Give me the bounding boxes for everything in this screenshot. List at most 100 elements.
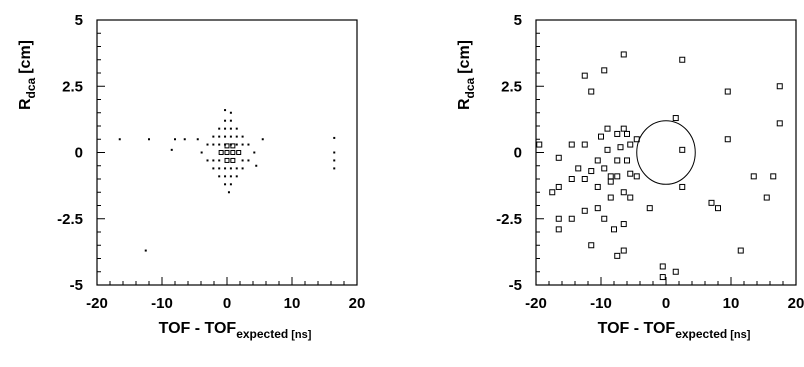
data-box [601,165,608,172]
data-point [218,127,221,130]
data-point [247,143,250,146]
data-point [212,143,215,146]
y-tick-label: -5 [509,277,522,294]
y-tick-label: 5 [75,12,83,29]
data-box [624,130,630,137]
data-box [581,207,588,214]
data-box [588,242,595,249]
data-point [229,183,232,186]
data-box [218,150,224,155]
data-box [659,263,666,270]
data-box [633,173,640,180]
data-point [224,175,227,178]
data-point [224,127,227,130]
y-tick-label: 0 [75,145,83,162]
data-point [174,138,176,141]
x-tick-label: 20 [788,295,804,312]
x-tick-label: 10 [723,295,740,312]
data-point [218,167,221,170]
data-point [224,167,227,170]
data-point [229,167,232,170]
data-point [224,183,227,186]
data-box [776,83,783,90]
data-point [206,143,209,146]
data-box [627,194,634,201]
data-box [611,226,617,233]
y-tick-label: 2.5 [62,78,83,95]
data-box [555,154,562,161]
data-point [235,143,238,146]
data-box [715,205,721,212]
data-point [212,167,215,170]
data-box [588,88,595,95]
data-box [604,125,611,132]
x-axis-label: TOF - TOFexpected [ns] [159,320,312,341]
x-tick-label: -20 [86,295,108,312]
data-box [750,173,757,180]
data-box [763,194,770,201]
data-point [196,138,199,141]
data-box [594,183,601,190]
data-point [218,143,221,146]
data-point [170,148,173,151]
x-tick-label: -10 [151,295,173,312]
data-box [646,205,653,212]
y-tick-label: 5 [514,12,522,29]
data-box [627,141,634,148]
plot-frame [96,19,358,286]
data-box [724,136,731,143]
data-point [218,135,221,138]
data-box [555,226,562,233]
x-tick-label: -20 [525,295,547,312]
data-point [144,249,147,252]
data-box [614,252,621,259]
data-box [679,56,686,63]
data-box [627,170,634,177]
y-tick-label: -2.5 [57,211,83,228]
data-box [230,150,236,155]
x-tick-label: 10 [284,295,301,312]
data-box [568,176,575,182]
data-point [224,135,227,138]
data-box [604,146,611,153]
data-point [148,138,150,141]
data-box [672,268,679,275]
data-point [224,109,227,112]
data-point [241,135,244,138]
data-box [633,136,640,143]
data-box [776,120,783,127]
data-box [617,144,624,151]
data-box [672,115,679,122]
x-tick-label: 0 [662,295,670,312]
data-box [236,150,242,155]
data-box [568,215,575,222]
left-scatter-panel: -20 -10 0 10 20 -5 -2.5 0 2.5 5 TOF - TOFexpected[… [17,12,365,341]
data-box [770,173,777,180]
x-axis-label: TOF - TOFexpected [ns] [598,320,751,341]
data-box [581,141,588,148]
data-box [607,173,614,180]
data-point [206,159,209,162]
data-point [235,167,238,170]
data-point [229,175,232,178]
data-point [229,135,232,138]
data-box [620,51,627,58]
data-point [247,159,250,162]
data-box [607,194,614,201]
data-point [212,135,215,138]
data-box [679,183,686,190]
data-box [594,157,601,164]
y-tick-label: 2.5 [501,78,522,95]
data-box [708,199,715,206]
data-box [614,173,621,180]
data-point [261,138,264,141]
y-tick-label: -2.5 [496,211,522,228]
data-box [230,157,236,163]
data-box [679,146,686,153]
data-box [614,130,621,137]
data-box [575,165,582,172]
y-axis-label: Rdca[cm] [456,40,477,110]
plot-frame [535,19,797,286]
data-point [218,175,221,178]
